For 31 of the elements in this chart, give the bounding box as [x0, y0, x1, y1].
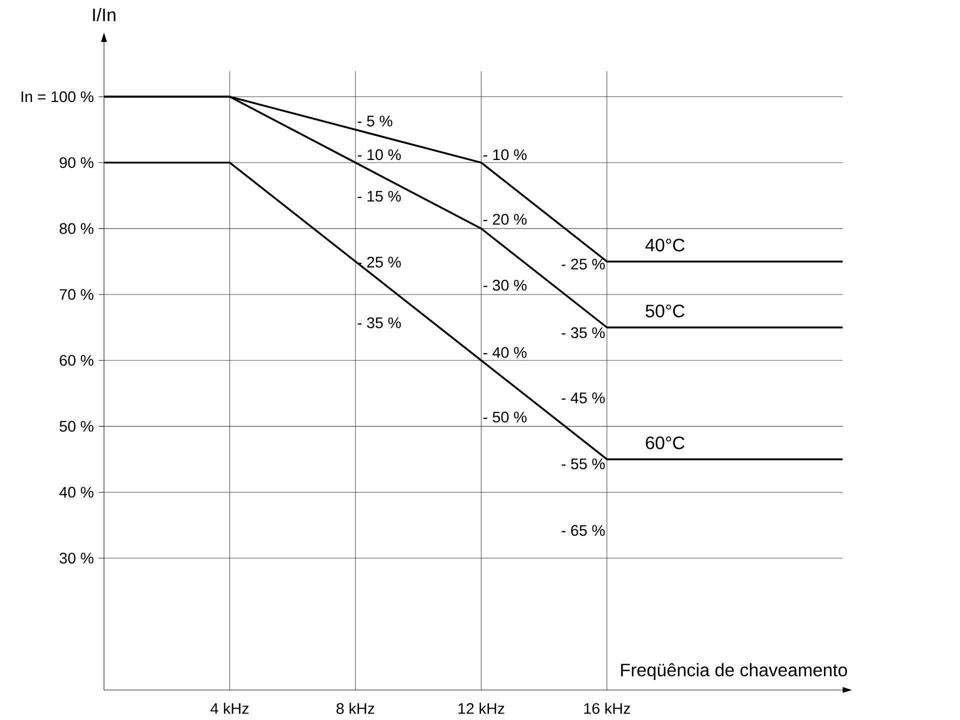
y-tick-label: 70 %: [60, 289, 94, 300]
y-tick-label: 90 %: [60, 157, 94, 168]
y-tick-label: 60 %: [60, 354, 94, 366]
y-tick-label: 40 %: [59, 486, 94, 498]
x-tick-label: 16 kHz: [584, 702, 630, 714]
annotation: - 10 %: [483, 149, 527, 160]
y-tick-label: 30 %: [60, 552, 94, 564]
annotation: - 35 %: [562, 327, 605, 338]
y-tick-label: In = 100 %: [22, 91, 94, 102]
annotation: - 20 %: [483, 214, 527, 225]
annotation: - 30 %: [483, 280, 527, 291]
series-label: 50°C: [646, 304, 685, 318]
annotation: - 40 %: [483, 347, 527, 358]
x-tick-label: 8 kHz: [336, 702, 374, 714]
annotation: - 55 %: [562, 458, 605, 470]
series-label: 40°C: [645, 238, 685, 252]
x-axis-title: Freqüência de chaveamento: [621, 663, 847, 680]
annotation: - 65 %: [562, 525, 605, 536]
annotation: - 45 %: [562, 392, 605, 404]
y-axis-title: I/In: [93, 8, 116, 22]
x-tick-label: 4 kHz: [210, 702, 249, 714]
annotation: - 5 %: [358, 116, 392, 126]
annotation: - 50 %: [483, 412, 527, 422]
annotation: - 35 %: [358, 317, 401, 328]
y-tick-label: 50 %: [60, 420, 94, 432]
series-label: 60°C: [646, 436, 685, 450]
annotation: - 25 %: [562, 258, 605, 270]
annotation: - 15 %: [358, 190, 401, 202]
annotation: - 10 %: [358, 149, 401, 160]
y-tick-label: 80 %: [60, 223, 94, 234]
x-tick-label: 12 kHz: [458, 702, 504, 714]
